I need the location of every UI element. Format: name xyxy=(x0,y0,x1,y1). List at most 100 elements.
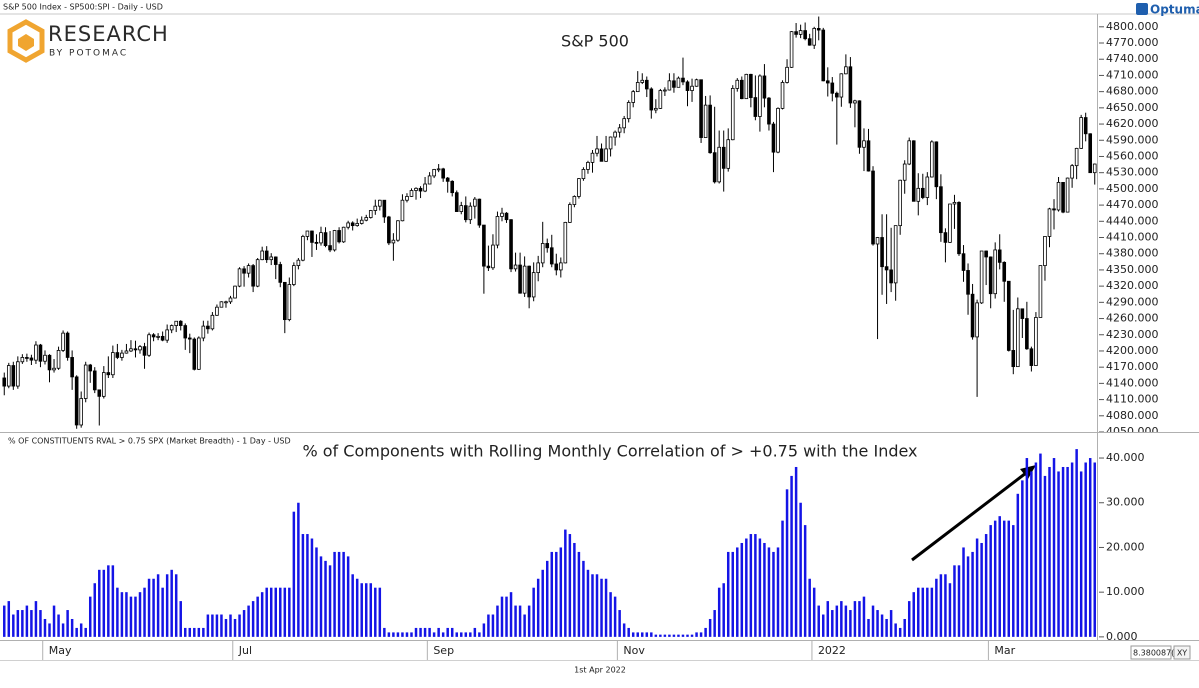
bar xyxy=(1088,458,1092,637)
bar xyxy=(52,605,56,637)
bar xyxy=(772,551,775,637)
candle-body xyxy=(1006,280,1011,351)
bar xyxy=(351,574,354,637)
bar xyxy=(401,632,404,637)
bar xyxy=(428,627,431,637)
candle-body xyxy=(269,256,274,261)
bar xyxy=(645,632,649,637)
bar xyxy=(826,601,830,637)
bar xyxy=(333,551,336,637)
candle-body xyxy=(192,338,197,370)
candle-body xyxy=(187,337,192,340)
bar xyxy=(324,560,327,637)
candle-body xyxy=(676,77,681,88)
xy-button[interactable] xyxy=(1173,645,1191,660)
bar xyxy=(912,592,915,637)
bar xyxy=(342,551,345,637)
bar xyxy=(591,574,594,637)
candle-body xyxy=(898,179,902,227)
candle-body xyxy=(61,332,65,351)
candle-body xyxy=(477,198,482,226)
bar xyxy=(808,578,811,637)
bar xyxy=(238,614,241,637)
bar xyxy=(419,627,422,637)
bar xyxy=(880,614,884,637)
candle-body xyxy=(798,30,803,35)
bar xyxy=(478,632,481,637)
candle-body xyxy=(332,230,337,251)
candle-body xyxy=(364,217,369,221)
bar xyxy=(57,614,60,637)
candle-body xyxy=(581,169,586,180)
bar xyxy=(989,525,992,637)
bar xyxy=(1007,520,1011,637)
bar xyxy=(966,556,970,637)
bar xyxy=(953,565,956,637)
bar xyxy=(437,627,440,637)
bar xyxy=(523,614,526,637)
bar xyxy=(500,596,504,637)
candle-body xyxy=(301,236,305,261)
bar xyxy=(935,578,938,637)
candle-body xyxy=(536,262,540,274)
candle-body xyxy=(807,38,812,46)
bar xyxy=(455,632,458,637)
candle-body xyxy=(387,216,391,244)
bar xyxy=(274,587,277,637)
candle-body xyxy=(690,85,694,91)
candle-body xyxy=(911,140,916,202)
bar xyxy=(957,565,961,637)
bar xyxy=(984,534,988,637)
candle-body xyxy=(34,344,38,361)
bar xyxy=(48,623,51,637)
candle-body xyxy=(296,259,301,266)
candle-body xyxy=(631,91,636,103)
bar xyxy=(129,596,133,637)
y-tick-label: 4500.000 xyxy=(1106,182,1159,195)
y-tick-label: 4260.000 xyxy=(1106,312,1159,325)
candle-body xyxy=(47,354,52,371)
candle-body xyxy=(975,302,979,338)
bar xyxy=(514,605,517,637)
candle-body xyxy=(129,348,133,352)
candle-body xyxy=(201,325,206,339)
bar xyxy=(663,634,667,637)
y-tick-label: 4770.000 xyxy=(1106,36,1159,49)
bar xyxy=(781,520,784,637)
bar xyxy=(545,560,549,637)
bar xyxy=(328,565,332,637)
bar xyxy=(609,592,612,637)
bar xyxy=(618,610,621,637)
candle-body xyxy=(681,77,685,83)
bar xyxy=(283,587,287,637)
candle-body xyxy=(1074,147,1079,167)
candle-body xyxy=(368,210,373,218)
candle-body xyxy=(16,361,20,387)
bar xyxy=(84,627,87,637)
candle-body xyxy=(314,241,319,244)
bar xyxy=(894,623,897,637)
bar xyxy=(34,601,38,637)
bar xyxy=(319,556,323,637)
bar xyxy=(871,605,875,637)
bar xyxy=(568,534,572,637)
candle-body xyxy=(844,66,848,75)
candle-body xyxy=(70,357,74,378)
candle-body xyxy=(780,82,785,109)
bar xyxy=(202,627,205,637)
bar xyxy=(844,605,848,637)
candle-body xyxy=(310,230,314,243)
vendor-name: Optuma xyxy=(1150,3,1199,17)
bar xyxy=(840,601,843,637)
candle-body xyxy=(1016,308,1020,368)
bar xyxy=(509,592,513,637)
bar xyxy=(867,618,870,637)
candle-body xyxy=(735,79,740,89)
candle-body xyxy=(1034,317,1038,366)
xy-label[interactable]: XY xyxy=(1177,649,1187,658)
bar xyxy=(383,627,386,637)
bar xyxy=(555,551,558,637)
candle-body xyxy=(197,337,201,370)
candle-body xyxy=(658,90,663,109)
bar xyxy=(1012,525,1015,637)
